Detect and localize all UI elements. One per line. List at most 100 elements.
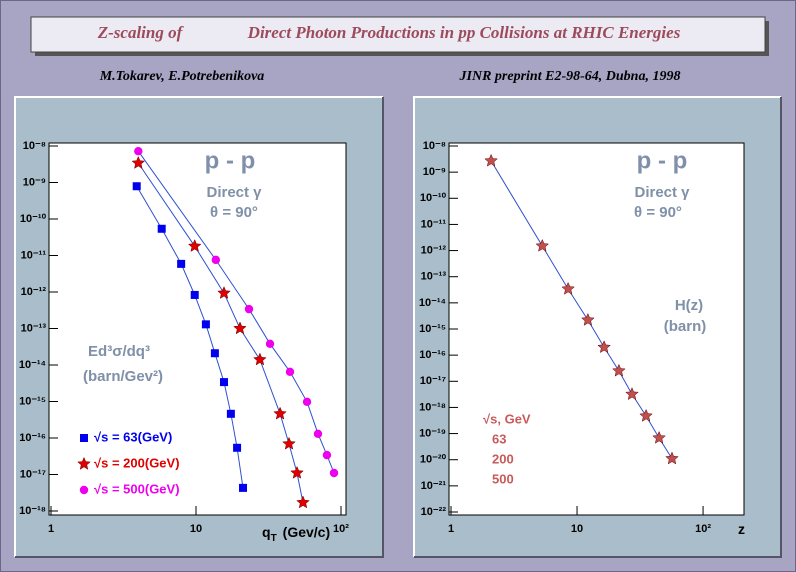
- marker: [220, 378, 229, 387]
- y-tick-label: 10⁻¹¹: [21, 249, 47, 261]
- marker: [313, 429, 323, 439]
- marker: [296, 495, 310, 509]
- series-line: [490, 160, 673, 459]
- marker: [484, 153, 498, 167]
- y-axis-label: H(z): [675, 297, 703, 314]
- panel-bevel: [14, 96, 383, 557]
- y-tick-label: 10⁻¹⁰: [420, 192, 447, 204]
- marker: [665, 451, 679, 465]
- y-tick-label: 10⁻¹²: [21, 286, 47, 298]
- annotation: θ = 90°: [634, 204, 682, 221]
- y-tick-label: 10⁻¹⁰: [20, 213, 47, 225]
- marker: [187, 239, 202, 252]
- legend-label: 63: [492, 431, 506, 446]
- panel-bevel: [15, 97, 384, 558]
- title-box: [30, 16, 766, 53]
- marker: [290, 465, 304, 479]
- annotation: p - p: [205, 147, 256, 174]
- y-tick-label: 10⁻¹⁶: [419, 349, 446, 361]
- marker: [132, 182, 141, 191]
- marker: [233, 321, 247, 335]
- y-axis-label: Ed³σ/dq³: [88, 343, 150, 360]
- annotation: p - p: [637, 147, 688, 174]
- y-tick-label: 10⁻⁸: [423, 140, 446, 152]
- x-axis-label-unit: (Gev/c): [283, 524, 330, 540]
- x-tick-label: 1: [48, 523, 54, 535]
- marker: [273, 406, 287, 420]
- marker: [190, 290, 199, 299]
- legend-marker: [79, 485, 89, 495]
- legend-title: √s, GeV: [483, 411, 531, 426]
- marker: [302, 397, 312, 407]
- marker: [329, 468, 339, 478]
- authors: M.Tokarev, E.Potrebenikova: [99, 69, 265, 84]
- y-tick-label: 10⁻¹⁸: [419, 401, 446, 413]
- y-tick-label: 10⁻¹⁵: [419, 323, 446, 335]
- y-tick-label: 10⁻¹⁴: [419, 297, 446, 309]
- annotation: θ = 90°: [210, 204, 258, 221]
- marker: [625, 387, 639, 401]
- x-tick-label: 10²: [695, 523, 711, 535]
- series-line: [136, 185, 244, 488]
- marker: [134, 147, 143, 156]
- y-tick-label: 10⁻¹⁴: [19, 359, 46, 371]
- marker: [612, 363, 626, 377]
- x-tick-label: 1: [448, 523, 454, 535]
- legend-label: √s = 63(GeV): [94, 429, 172, 444]
- x-axis-label-text: z: [738, 521, 745, 537]
- legend-marker: [77, 456, 91, 470]
- marker: [131, 155, 146, 169]
- marker: [652, 430, 666, 444]
- marker: [177, 259, 186, 268]
- x-axis-label: z: [738, 521, 745, 537]
- marker: [597, 340, 611, 354]
- x-tick-label: 10: [571, 523, 583, 535]
- marker: [217, 286, 231, 299]
- y-tick-label: 10⁻²¹: [421, 480, 447, 492]
- marker: [233, 443, 242, 452]
- marker: [244, 304, 254, 314]
- annotation: Direct γ: [634, 184, 690, 201]
- x-axis-label: qT (Gev/c): [262, 524, 330, 544]
- marker: [581, 312, 595, 326]
- x-axis-label-sub: T: [271, 533, 277, 544]
- marker: [322, 450, 332, 460]
- y-tick-label: 10⁻⁹: [23, 176, 46, 188]
- y-tick-label: 10⁻⁸: [23, 140, 46, 152]
- title: Z-scaling of: [97, 23, 185, 42]
- marker: [282, 436, 296, 450]
- marker: [210, 349, 219, 358]
- x-tick-label: 10²: [333, 523, 349, 535]
- panel-bevel: [414, 97, 782, 558]
- title: Direct Photon Productions in pp Collisio…: [247, 23, 681, 42]
- marker: [265, 339, 275, 349]
- marker: [639, 408, 653, 422]
- marker: [561, 281, 575, 295]
- y-axis-unit: (barn): [664, 318, 707, 335]
- y-tick-label: 10⁻²²: [421, 506, 447, 518]
- y-tick-label: 10⁻²⁰: [420, 454, 447, 466]
- y-tick-label: 10⁻⁹: [423, 166, 446, 178]
- y-tick-label: 10⁻¹⁷: [20, 468, 47, 480]
- marker: [535, 238, 550, 252]
- marker: [157, 224, 166, 233]
- legend-label: 200: [492, 451, 514, 466]
- y-tick-label: 10⁻¹⁷: [420, 375, 447, 387]
- legend-label: √s = 200(GeV): [94, 455, 180, 470]
- y-tick-label: 10⁻¹⁵: [19, 395, 46, 407]
- y-tick-label: 10⁻¹¹: [421, 218, 447, 230]
- preprint: JINR preprint E2-98-64, Dubna, 1998: [459, 69, 681, 84]
- y-tick-label: 10⁻¹⁹: [419, 427, 446, 439]
- marker: [285, 367, 295, 377]
- y-tick-label: 10⁻¹³: [421, 271, 447, 283]
- annotation: Direct γ: [206, 184, 262, 201]
- y-tick-label: 10⁻¹⁸: [19, 505, 46, 517]
- y-tick-label: 10⁻¹³: [21, 322, 47, 334]
- x-tick-label: 10: [190, 523, 202, 535]
- legend-marker: [80, 434, 88, 442]
- y-axis-unit: (barn/Gev²): [83, 368, 163, 385]
- y-tick-label: 10⁻¹⁶: [19, 432, 46, 444]
- marker: [239, 483, 248, 492]
- marker: [211, 255, 221, 265]
